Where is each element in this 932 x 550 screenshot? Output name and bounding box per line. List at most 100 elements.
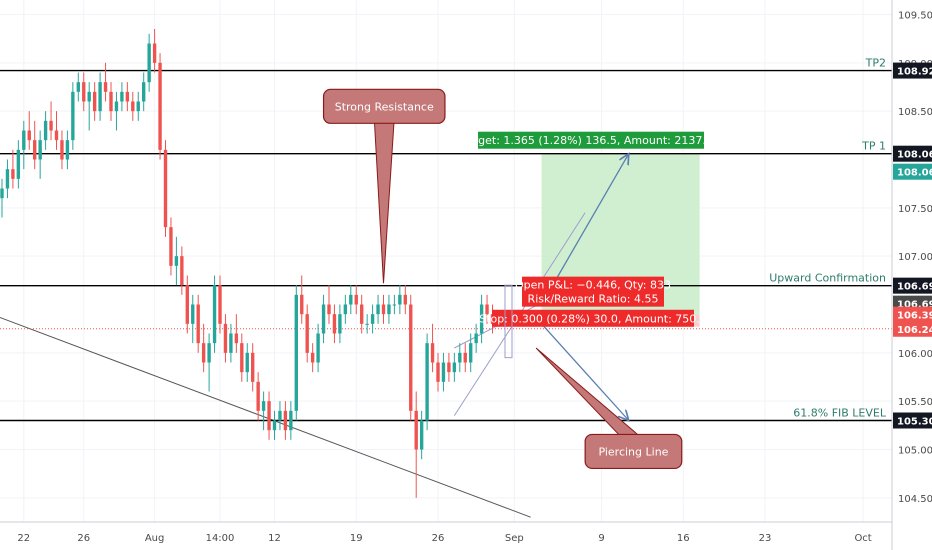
price-tag-bg: [893, 306, 932, 323]
candle-body: [0, 188, 4, 199]
level-tag-bg: [893, 412, 932, 429]
candle-body: [360, 304, 364, 324]
candle-body: [278, 410, 282, 421]
candle-body: [109, 91, 113, 112]
grid-lines: [0, 0, 892, 522]
price-tag: 106.395: [897, 311, 932, 322]
candle-body: [16, 149, 21, 179]
price-tag: 108.060: [897, 168, 932, 179]
candle-body: [251, 352, 255, 382]
candle-body: [441, 362, 446, 382]
level-tag: 108.920: [897, 67, 932, 78]
time-tick: 23: [759, 533, 772, 544]
target-label-bg: [478, 131, 704, 149]
price-tag: 106.695: [897, 300, 932, 311]
candle-body: [256, 381, 260, 411]
candle-body: [5, 169, 10, 189]
candle-body: [305, 314, 309, 353]
price-tick: 105.000: [898, 446, 932, 457]
candle-body: [354, 294, 358, 305]
candle-body: [54, 130, 59, 141]
candle-body: [196, 304, 200, 344]
candle-body: [191, 304, 195, 324]
candle-body: [98, 82, 102, 112]
horizontal-levels[interactable]: TP2 TP 1 Upward Confirmation 61.8% FIB LEVE…: [0, 57, 892, 422]
candle-body: [114, 101, 119, 112]
candle-body: [289, 410, 293, 431]
candle-body: [185, 285, 189, 324]
candle-body: [376, 304, 380, 315]
candle-body: [92, 91, 97, 112]
candle-body: [365, 323, 369, 325]
callout-box[interactable]: [584, 433, 683, 470]
candle-body: [234, 333, 239, 344]
candle-body: [163, 149, 168, 228]
risk-reward-label: Risk/Reward Ratio: 4.55: [528, 293, 659, 306]
level-tag-bg: [893, 277, 932, 294]
price-tick: 104.500: [898, 494, 932, 505]
candle-body: [283, 410, 288, 431]
callout-pointer: [373, 117, 395, 284]
candle-body: [425, 343, 429, 421]
candle-body: [447, 362, 451, 373]
price-tick: 107.000: [898, 252, 932, 263]
level-tag-bg: [893, 145, 932, 162]
candle-body: [463, 352, 467, 363]
candle-body: [321, 304, 326, 334]
candle-body: [33, 140, 37, 160]
candle-body: [310, 352, 315, 363]
pnl-label-bg: [522, 276, 664, 307]
candle-body: [152, 43, 157, 63]
price-tick: 109.500: [898, 11, 932, 22]
price-tag-bg: [893, 320, 932, 337]
candle-body: [261, 401, 266, 411]
time-tick: 26: [77, 533, 90, 544]
candle-body: [392, 304, 397, 306]
time-tick: 26: [432, 533, 445, 544]
candle-body: [332, 314, 337, 334]
candle-body: [174, 256, 179, 266]
candle-body: [452, 362, 457, 373]
candle-body: [11, 169, 15, 179]
candle-body: [349, 294, 353, 305]
time-tick: 16: [677, 533, 690, 544]
candle-body: [142, 82, 146, 102]
candle-body: [327, 304, 331, 315]
candle-body: [245, 352, 249, 373]
candle-body: [300, 294, 304, 315]
candle-body: [38, 140, 42, 160]
level-label: TP 1: [861, 140, 886, 153]
price-tick: 105.500: [898, 397, 932, 408]
candle-body: [218, 285, 222, 324]
time-tick: Oct: [854, 533, 871, 544]
stop-label: Stop: 0.300 (0.28%) 30.0, Amount: 750.1: [479, 312, 707, 325]
candle-body: [103, 82, 108, 92]
candle-body: [27, 130, 31, 141]
candle-body: [370, 314, 375, 324]
time-tick: 9: [598, 533, 604, 544]
callout-box[interactable]: [322, 88, 446, 124]
candle-body: [398, 294, 402, 305]
candle-body: [267, 401, 271, 431]
projection-arrow[interactable]: [541, 323, 629, 421]
candle-body: [294, 294, 298, 411]
price-tag: 106.249: [897, 325, 932, 336]
callouts[interactable]: Strong Resistance Piercing Line: [322, 88, 683, 470]
candle-body: [469, 343, 473, 363]
stop-label-bg: [492, 309, 694, 327]
callout-text: Piercing Line: [598, 445, 668, 458]
candle-body: [169, 227, 173, 266]
pnl-label: Open P&L: −0.446, Qty: 833: [515, 279, 671, 292]
candle-body: [201, 343, 206, 363]
candle-body: [120, 91, 124, 102]
level-tag: 108.060: [897, 150, 932, 161]
trendlines[interactable]: [0, 212, 586, 518]
level-label: Upward Confirmation: [769, 272, 886, 285]
candle-body: [458, 352, 462, 363]
candle-body: [387, 304, 391, 315]
trendline[interactable]: [0, 314, 531, 518]
time-tick: 22: [17, 533, 30, 544]
entry-marker[interactable]: [504, 284, 513, 359]
